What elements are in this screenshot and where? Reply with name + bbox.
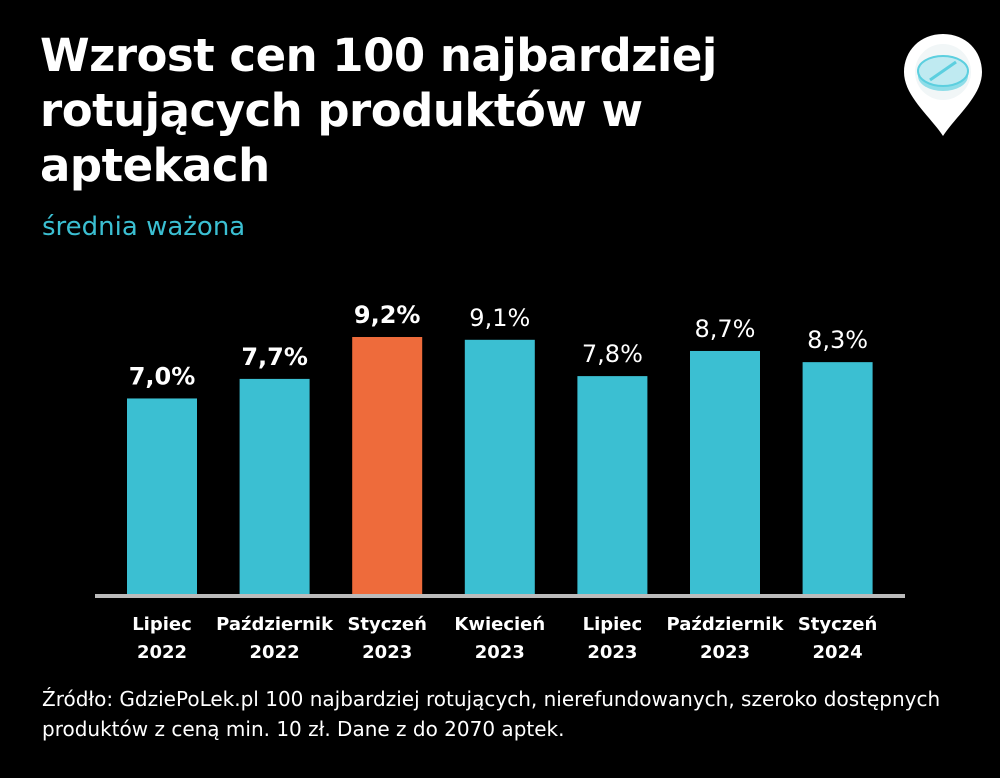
bar-7 [802, 362, 873, 594]
x-tick-label-7-2: 2024 [813, 642, 863, 663]
bar-5 [577, 376, 648, 594]
x-tick-label-3-2: 2023 [362, 642, 412, 663]
x-tick-label-6-2: 2023 [700, 642, 750, 663]
value-label-7: 8,3% [807, 326, 868, 354]
x-tick-label-1-2: 2022 [137, 642, 187, 663]
x-tick-label-1-1: Lipiec [132, 614, 192, 635]
chart-title: Wzrost cen 100 najbardziej rotujących pr… [40, 29, 717, 192]
bar-chart: 7,0% 7,7% 9,2% 9,1% 7,8% 8,7% 8,3% Lipiec 2022 P… [95, 301, 905, 663]
bar-1 [127, 398, 197, 594]
bar-3 [352, 337, 423, 594]
value-label-6: 8,7% [695, 315, 756, 343]
x-tick-label-6-1: Październik [667, 614, 785, 635]
x-tick-label-5-1: Lipiec [583, 614, 643, 635]
chart-subtitle: średnia ważona [42, 212, 246, 242]
pill-map-pin-icon [904, 34, 982, 136]
x-tick-label-4-1: Kwiecień [454, 614, 545, 635]
value-label-3: 9,2% [354, 301, 421, 329]
x-tick-label-2-2: 2022 [250, 642, 300, 663]
bar-6 [690, 350, 760, 594]
value-label-5: 7,8% [582, 340, 643, 368]
source-note: Źródło: GdziePoLek.pl 100 najbardziej ro… [42, 687, 941, 741]
x-tick-label-2-1: Październik [216, 614, 334, 635]
x-tick-label-7-1: Styczeń [798, 614, 877, 635]
value-label-1: 7,0% [129, 362, 196, 390]
value-label-4: 9,1% [469, 304, 530, 332]
bar-2 [239, 378, 310, 594]
x-tick-label-5-2: 2023 [587, 642, 637, 663]
x-tick-label-3-1: Styczeń [347, 614, 426, 635]
x-tick-label-4-2: 2023 [475, 642, 525, 663]
bar-4 [464, 339, 535, 594]
value-label-2: 7,7% [241, 343, 308, 371]
